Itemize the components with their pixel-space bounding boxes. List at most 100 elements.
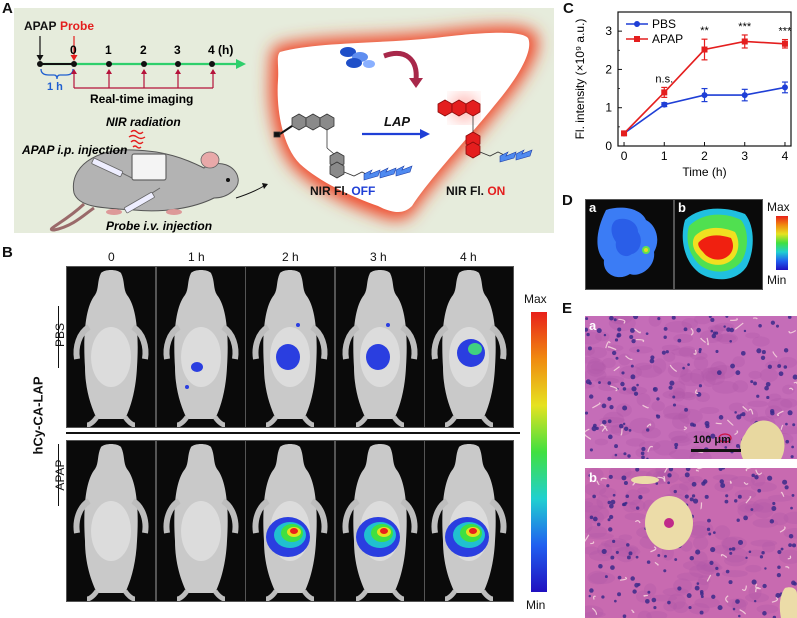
probe-injection-label: Probe i.v. injection bbox=[106, 219, 212, 233]
probe-group-label: hCy-CA-LAP bbox=[30, 376, 46, 455]
radiation-waves-icon bbox=[128, 129, 146, 149]
data-point bbox=[781, 40, 788, 47]
color-scale-bar bbox=[531, 312, 547, 592]
row-label-pbs: PBS bbox=[53, 323, 67, 348]
one-hour-label: 1 h bbox=[47, 81, 63, 93]
timeline-tick-1: 1 bbox=[105, 43, 112, 57]
time-label-2: 2 h bbox=[282, 250, 299, 264]
data-point bbox=[661, 101, 668, 108]
scale-bar-label: 100 μm bbox=[693, 434, 731, 446]
y-axis-label: Fl. intensity (×10⁹ a.u.) bbox=[573, 19, 587, 140]
line-chart: 0 1 2 3 4 0 1 2 3 Time (h) Fl. intensity (×10⁹ a.u… bbox=[573, 11, 792, 179]
time-label-1: 1 h bbox=[188, 250, 205, 264]
data-point bbox=[621, 130, 628, 137]
mouse-image-apap-0 bbox=[66, 440, 156, 602]
entry-arrow bbox=[383, 51, 419, 81]
scale-max-label: Max bbox=[524, 292, 547, 306]
histology-label-b: b bbox=[589, 470, 597, 485]
timeline-tick-0: 0 bbox=[70, 43, 77, 57]
data-point bbox=[701, 46, 708, 53]
histology-label-a: a bbox=[589, 318, 597, 333]
nir-on-label: NIR Fl. ON bbox=[446, 184, 505, 198]
organ-label-b: b bbox=[678, 200, 686, 215]
mouse-image-pbs-0 bbox=[66, 266, 156, 428]
organ-image-b: b bbox=[674, 199, 763, 290]
probe-on-molecule bbox=[437, 94, 507, 159]
histology-image-a: a 100 μm bbox=[585, 316, 797, 459]
apap-injection-label: APAP i.p. injection bbox=[21, 143, 127, 157]
organ-color-scale bbox=[776, 216, 788, 270]
panel-label-d: D bbox=[562, 192, 573, 209]
row-separator bbox=[66, 432, 520, 434]
mouse-image-pbs-2 bbox=[245, 266, 335, 428]
apap-time-label: APAP bbox=[24, 19, 56, 33]
histology-image-b: b bbox=[585, 468, 797, 618]
x-axis-label: Time (h) bbox=[682, 165, 726, 179]
x-tick-label: 2 bbox=[701, 149, 708, 163]
syringe-iv-icon bbox=[123, 187, 161, 214]
organ-scale-max: Max bbox=[767, 200, 790, 214]
data-point bbox=[741, 92, 748, 99]
syringe-ip-icon bbox=[91, 157, 133, 179]
panel-label-e: E bbox=[562, 300, 573, 317]
y-tick-label: 3 bbox=[605, 24, 612, 38]
realtime-imaging-label: Real-time imaging bbox=[90, 92, 193, 106]
organ-scale-min: Min bbox=[767, 273, 787, 287]
timeline-tick-4: 4 (h) bbox=[208, 43, 233, 57]
panel-label-a: A bbox=[2, 0, 13, 17]
timeline-arrowhead bbox=[236, 59, 246, 69]
x-tick-label: 0 bbox=[621, 149, 628, 163]
timeline-tick-2: 2 bbox=[140, 43, 147, 57]
mouse-image-apap-4 bbox=[424, 440, 514, 602]
mouse-illustration bbox=[50, 149, 239, 232]
chart-labels: 0 1 2 3 4 0 1 2 3 Time (h) Fl. intensity (×10⁹ a.u… bbox=[573, 17, 792, 179]
data-point bbox=[661, 89, 668, 96]
mouse-image-pbs-1 bbox=[155, 266, 246, 428]
x-tick-label: 1 bbox=[661, 149, 668, 163]
timeline-tick-3: 3 bbox=[174, 43, 181, 57]
lightning-icon-on bbox=[499, 149, 533, 163]
lightning-icon-off bbox=[363, 165, 413, 181]
mouse-tail bbox=[50, 202, 95, 232]
mouse-image-apap-1 bbox=[155, 440, 246, 602]
panel-label-c: C bbox=[563, 0, 574, 17]
organ-label-a: a bbox=[589, 200, 597, 215]
probe-time-label: Probe bbox=[60, 19, 94, 33]
mouse-image-pbs-4 bbox=[424, 266, 514, 428]
lap-enzyme-label: LAP bbox=[384, 114, 410, 129]
y-tick-label: 0 bbox=[605, 139, 612, 153]
time-label-0: 0 bbox=[108, 250, 115, 264]
x-tick-label: 3 bbox=[741, 149, 748, 163]
scale-bar bbox=[691, 449, 741, 452]
legend-label: PBS bbox=[652, 17, 676, 31]
scale-min-label: Min bbox=[526, 598, 546, 612]
organ-image-a: a bbox=[585, 199, 674, 290]
x-tick-label: 4 bbox=[782, 149, 789, 163]
data-point bbox=[741, 38, 748, 45]
legend-marker bbox=[634, 36, 640, 42]
significance-label: n.s. bbox=[655, 73, 673, 85]
one-hour-bracket bbox=[40, 68, 74, 80]
significance-label: ** bbox=[700, 25, 709, 37]
scheme-svg: APAP Probe 0 1 2 3 4 (h) 1 h Real-time i… bbox=[21, 19, 538, 233]
nir-off-label: NIR Fl. OFF bbox=[310, 184, 375, 198]
data-point bbox=[701, 92, 708, 99]
data-point bbox=[781, 84, 788, 91]
chart-axes bbox=[617, 11, 792, 147]
mouse-image-pbs-3 bbox=[334, 266, 425, 428]
imaging-window bbox=[131, 153, 167, 181]
significance-label: *** bbox=[779, 26, 793, 38]
mouse-image-grid bbox=[66, 266, 520, 618]
panel-label-b: B bbox=[2, 244, 13, 261]
legend-label: APAP bbox=[652, 32, 683, 46]
probe-off-molecule bbox=[273, 113, 371, 179]
mouse-image-apap-3 bbox=[334, 440, 425, 602]
y-tick-label: 1 bbox=[605, 101, 612, 115]
probe-molecules-icon bbox=[340, 47, 375, 68]
legend-marker bbox=[634, 21, 640, 27]
row-label-apap: APAP bbox=[53, 459, 67, 491]
panel-a-scheme: APAP Probe 0 1 2 3 4 (h) 1 h Real-time i… bbox=[14, 8, 554, 233]
chart-series bbox=[621, 34, 788, 137]
y-tick-label: 2 bbox=[605, 62, 612, 76]
time-label-4: 4 h bbox=[460, 250, 477, 264]
